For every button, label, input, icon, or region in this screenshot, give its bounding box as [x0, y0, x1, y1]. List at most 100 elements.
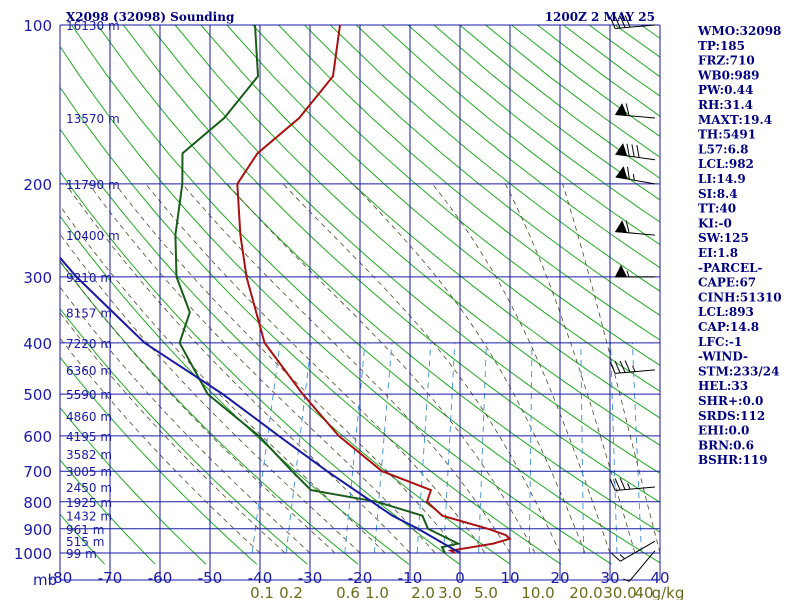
index-line: CINH:51310: [698, 290, 782, 304]
dry-adiabat-line: [226, 25, 660, 392]
index-line: BRN:0.6: [698, 438, 754, 452]
valid-time: 1200Z 2 MAY 25: [545, 10, 655, 24]
pressure-tick-label: 1000: [14, 545, 52, 563]
barb-full: [624, 360, 631, 373]
mixing-ratio-line: [443, 342, 456, 554]
barb-staff: [615, 153, 656, 161]
dry-adiabat-line: [60, 215, 410, 565]
height-label: 8157 m: [66, 306, 112, 320]
moist-adiabat-line: [60, 205, 386, 554]
temperature-tick-label: -70: [98, 569, 123, 587]
wind-barb: [623, 550, 656, 582]
index-line: FRZ:710: [698, 54, 755, 68]
temperature-tick-label: -10: [398, 569, 423, 587]
barb-full: [625, 220, 630, 233]
barb-staff: [628, 550, 656, 582]
mixing-ratio-label: 2.0: [411, 584, 435, 600]
barb-half: [632, 365, 636, 372]
temperature-tick-label: -80: [48, 569, 73, 587]
mixing-ratio-label: 5.0: [474, 584, 498, 600]
barb-pennant: [615, 264, 627, 277]
temperature-tick-label: 20: [550, 569, 569, 587]
barb-full: [619, 15, 626, 28]
height-label: 2450 m: [66, 481, 112, 495]
pressure-tick-label: 800: [23, 494, 52, 512]
index-line: EHI:0.0: [698, 424, 749, 438]
temperature-tick-label: 0: [455, 569, 465, 587]
dry-adiabat-line: [60, 171, 460, 565]
height-label: 10400 m: [66, 229, 120, 243]
index-line: -PARCEL-: [698, 261, 763, 275]
wind-barb: [609, 15, 656, 29]
moist-adiabat-line: [432, 183, 611, 554]
moist-adiabat-line: [60, 286, 311, 554]
dry-adiabat-line: [304, 25, 660, 316]
moist-adiabat-line: [145, 183, 486, 554]
dry-adiabat-line: [60, 406, 207, 565]
moist-adiabat-line: [60, 260, 336, 554]
temperature-tick-label: -30: [298, 569, 323, 587]
wind-barb: [615, 166, 656, 185]
mixing-ratio-line: [373, 342, 393, 554]
index-line: PW:0.44: [698, 83, 753, 97]
index-line: SW:125: [698, 231, 749, 245]
barb-full: [614, 16, 621, 29]
dry-adiabat-line: [96, 25, 660, 533]
mixing-ratio-label: 30.0: [603, 584, 636, 600]
index-line: BSHR:119: [698, 453, 768, 467]
mixing-ratio-label: 0.6: [336, 584, 360, 600]
height-label: 961 m: [66, 523, 104, 537]
mixing-ratio-line: [580, 342, 585, 554]
mixing-ratio-line: [251, 342, 281, 554]
barb-full: [626, 143, 630, 157]
dewpoint-trace: [174, 25, 462, 554]
barb-half: [619, 554, 626, 560]
index-line: L57:6.8: [698, 142, 748, 156]
temperature-tick-label: -40: [248, 569, 273, 587]
mixing-ratio-line: [478, 342, 487, 554]
temperature-tick-label: -60: [148, 569, 173, 587]
index-line: LCL:982: [698, 157, 754, 171]
index-line: SRDS:112: [698, 409, 765, 423]
barb-pennant: [615, 143, 628, 156]
wind-barbs: [609, 15, 656, 582]
mixing-ratio-line: [610, 342, 618, 554]
stability-indices: WMO:32098TP:185FRZ:710WB0:989PW:0.44RH:3…: [697, 24, 782, 467]
index-line: WMO:32098: [697, 24, 781, 38]
index-line: TT:40: [698, 202, 736, 216]
height-label: 1925 m: [66, 496, 112, 510]
height-label: 11790 m: [66, 178, 120, 192]
pressure-tick-label: 600: [23, 428, 52, 446]
temperature-axis: -80 -70 -60 -50 -40 -30 -20 -10 0 10 20 30 40: [48, 569, 670, 587]
station-title: X2098 (32098) Sounding: [66, 10, 235, 24]
barb-full: [614, 361, 621, 374]
wind-barb: [609, 477, 656, 491]
pressure-tick-label: 400: [23, 335, 52, 353]
height-label: 4195 m: [66, 430, 112, 444]
barb-half: [627, 483, 631, 490]
barb-full: [625, 103, 630, 116]
sounding-traces: [60, 25, 512, 554]
height-label: 3005 m: [66, 465, 112, 479]
dry-adiabat-line: [60, 86, 562, 565]
wind-barb: [615, 103, 656, 119]
index-line: SI:8.4: [698, 187, 738, 201]
moist-adiabat-line: [114, 183, 461, 554]
dry-adiabats: [60, 25, 660, 565]
dry-adiabat-line: [60, 356, 258, 565]
dry-adiabat-line: [355, 25, 660, 269]
dry-adiabat-line: [60, 307, 308, 565]
index-line: LFC:-1: [698, 335, 742, 349]
pressure-unit-label: mb: [33, 571, 57, 589]
index-line: LCL:893: [698, 305, 754, 319]
height-labels: 16130 m 13570 m 11790 m 10400 m 9210 m 8157 m…: [66, 19, 120, 561]
mixing-ratio-label: 3.0: [438, 584, 462, 600]
barb-full: [624, 15, 631, 28]
barb-pennant: [615, 103, 628, 116]
dry-adiabat-line: [71, 25, 660, 564]
barb-full: [631, 144, 635, 157]
index-line: SHR+:0.0: [698, 394, 763, 408]
moist-adiabat-line: [562, 183, 660, 554]
